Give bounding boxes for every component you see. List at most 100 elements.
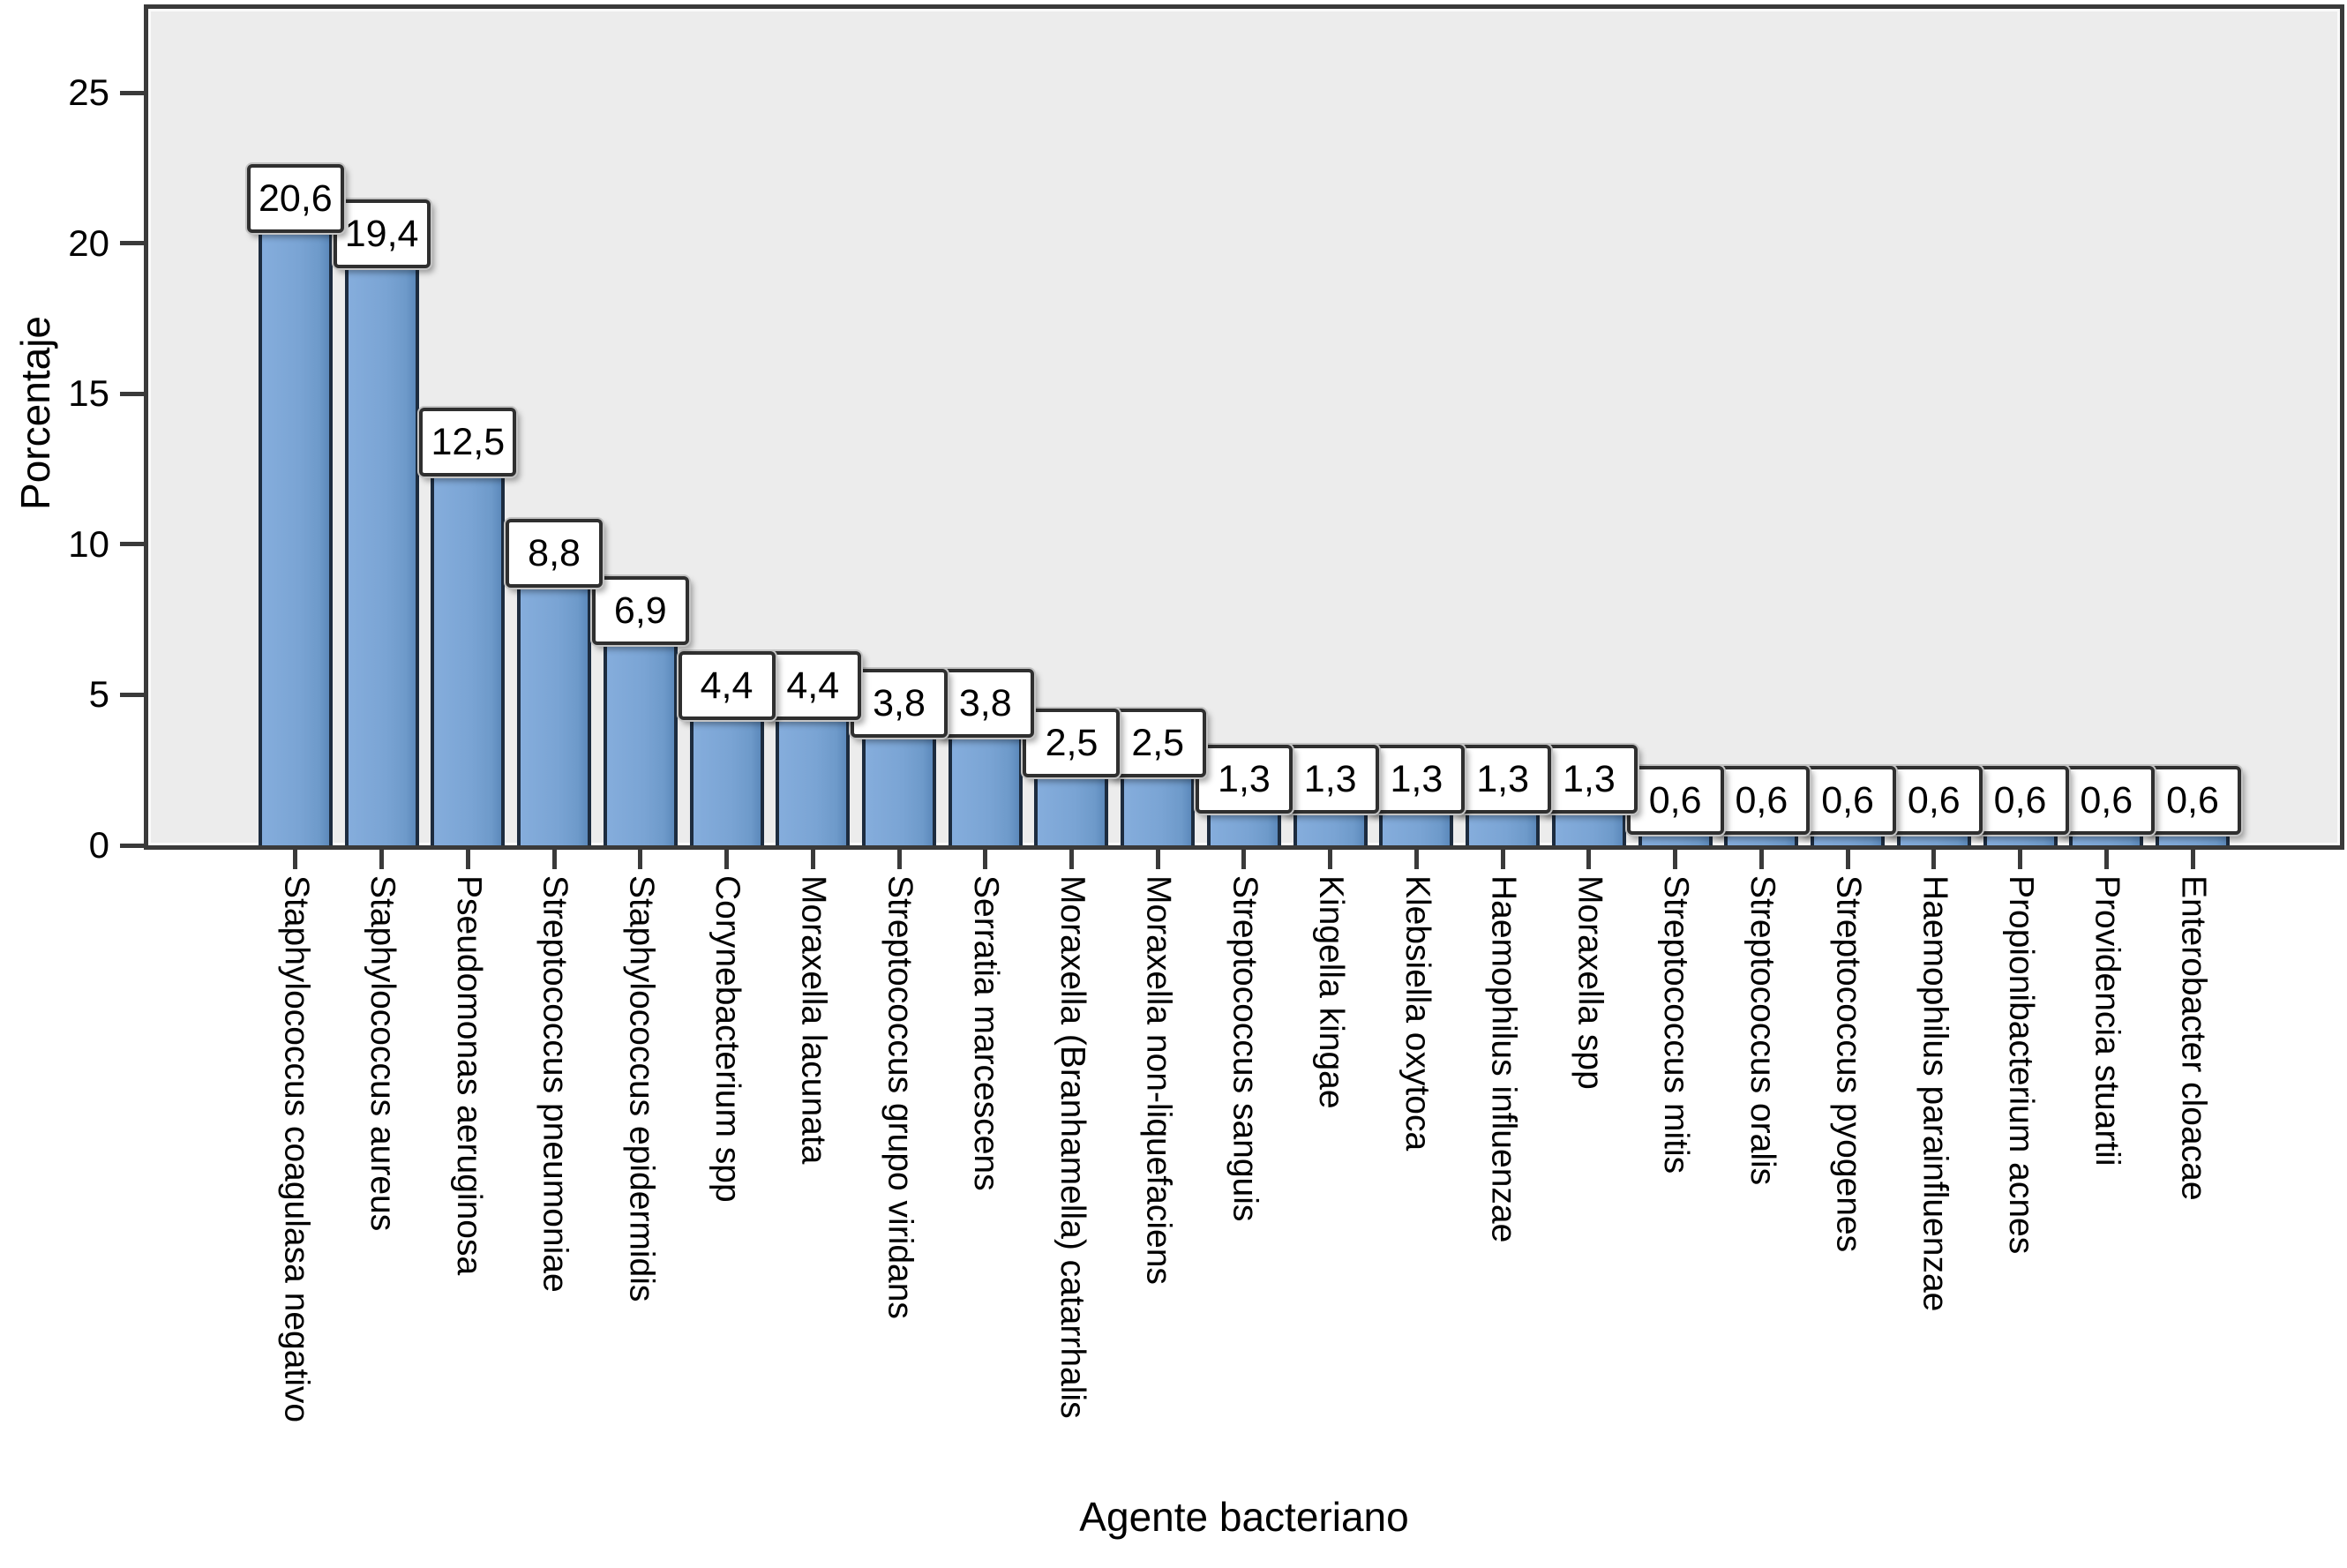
y-tick — [120, 542, 148, 547]
x-category-label: Staphylococcus coagulasa negativo — [277, 875, 316, 1423]
bar-slot: 12,5 — [419, 9, 517, 845]
x-category-label: Kingella kingae — [1312, 875, 1351, 1109]
x-tick-slot — [1546, 850, 1632, 871]
x-tick — [2103, 850, 2109, 869]
bar-slot: 2,5 — [1023, 9, 1121, 845]
x-tick — [810, 850, 815, 869]
bar-value-label: 1,3 — [1281, 744, 1379, 814]
x-tick-slot — [1114, 850, 1201, 871]
bar-slot: 0,6 — [1971, 9, 2069, 845]
x-tick — [1758, 850, 1764, 869]
x-tick-slot — [1891, 850, 1977, 871]
bar-slot: 1,3 — [1195, 9, 1293, 845]
y-tick-label: 15 — [68, 372, 109, 415]
x-category-label: Serratia marcescens — [967, 875, 1006, 1191]
x-axis-title: Agente bacteriano — [1079, 1494, 1409, 1540]
x-tick — [379, 850, 385, 869]
bar — [776, 712, 851, 845]
y-tick — [120, 843, 148, 848]
bar — [689, 712, 764, 845]
x-category-label: Streptococcus grupo viridans — [881, 875, 919, 1319]
bar-value-label: 8,8 — [506, 518, 604, 588]
x-tick-slot — [2149, 850, 2236, 871]
bar-slot: 0,6 — [1626, 9, 1724, 845]
bar-value-label: 19,4 — [333, 199, 431, 269]
bar-slot: 6,9 — [591, 9, 689, 845]
x-label-slot: Klebsiella oxytoca — [1374, 875, 1460, 1467]
bar — [258, 225, 333, 845]
y-axis-title: Porcentaje — [12, 316, 58, 510]
x-label-slot: Providencia stuartii — [2063, 875, 2149, 1467]
x-category-label: Enterobacter cloacae — [2174, 875, 2213, 1201]
x-tick-slot — [252, 850, 339, 871]
x-tick-slot — [1804, 850, 1891, 871]
x-label-slot: Staphylococcus aureus — [339, 875, 425, 1467]
bar-value-label: 2,5 — [1109, 708, 1207, 777]
x-label-slot: Serratia marcescens — [942, 875, 1029, 1467]
bar-value-label: 4,4 — [764, 650, 862, 720]
bar-slot: 1,3 — [1368, 9, 1466, 845]
bar-value-label: 0,6 — [1799, 765, 1897, 835]
x-tick — [1931, 850, 1937, 869]
x-label-slot: Streptococcus mitis — [1632, 875, 1719, 1467]
x-category-label: Streptococcus sanguis — [1226, 875, 1264, 1222]
x-tick — [983, 850, 988, 869]
bar — [862, 731, 936, 845]
bar-value-label: 12,5 — [419, 407, 517, 476]
bar — [603, 637, 678, 845]
bar-value-label: 1,3 — [1368, 744, 1466, 814]
bar-value-label: 1,3 — [1454, 744, 1552, 814]
bar — [344, 261, 419, 845]
bar-value-label: 1,3 — [1540, 744, 1638, 814]
x-tick — [293, 850, 298, 869]
x-tick-slot — [1718, 850, 1804, 871]
x-category-label: Propionibacterium acnes — [2002, 875, 2040, 1255]
bar-slot: 4,4 — [764, 9, 862, 845]
x-category-label: Haemophilus parainfluenzae — [1916, 875, 1954, 1312]
y-tick — [120, 692, 148, 697]
bar — [1121, 769, 1196, 845]
x-category-label: Klebsiella oxytoca — [1398, 875, 1436, 1152]
y-tick-label: 25 — [68, 71, 109, 114]
bar-slot: 19,4 — [333, 9, 431, 845]
x-label-slot: Pseudomonas aeruginosa — [424, 875, 511, 1467]
y-axis: 0 5 10 15 20 25 — [0, 9, 148, 866]
x-tick — [896, 850, 902, 869]
bar-value-label: 0,6 — [1971, 765, 2069, 835]
y-tick — [120, 391, 148, 396]
x-tick — [1413, 850, 1419, 869]
y-tick-label: 20 — [68, 221, 109, 264]
x-category-label: Providencia stuartii — [2088, 875, 2126, 1167]
bar-slot: 0,6 — [1713, 9, 1811, 845]
x-tick — [1500, 850, 1505, 869]
bar-value-label: 0,6 — [1713, 765, 1811, 835]
x-category-label: Moraxella spp — [1571, 875, 1609, 1090]
x-category-label: Moraxella non-liquefaciens — [1139, 875, 1178, 1285]
x-label-slot: Haemophilus parainfluenzae — [1891, 875, 1977, 1467]
bar-slot: 1,3 — [1454, 9, 1552, 845]
x-tick-slot — [1977, 850, 2064, 871]
bar-value-label: 3,8 — [851, 669, 948, 739]
bar-value-label: 0,6 — [1626, 765, 1724, 835]
x-tick-slot — [1287, 850, 1374, 871]
x-tick-slot — [942, 850, 1029, 871]
x-tick-slot — [1201, 850, 1287, 871]
bar-slot: 0,6 — [2144, 9, 2242, 845]
bar-value-label: 6,9 — [591, 575, 689, 645]
bar-value-label: 0,6 — [2058, 765, 2156, 835]
x-tick — [1241, 850, 1247, 869]
bar-slot: 1,3 — [1540, 9, 1638, 845]
bar-slot: 0,6 — [1885, 9, 1983, 845]
x-category-label: Staphylococcus aureus — [364, 875, 402, 1232]
x-tick-slot — [856, 850, 942, 871]
x-tick-slot — [1459, 850, 1546, 871]
x-label-slot: Haemophilus influenzae — [1459, 875, 1546, 1467]
x-tick-slot — [597, 850, 684, 871]
x-tick — [1155, 850, 1160, 869]
bar-slot: 8,8 — [506, 9, 604, 845]
bar-slot: 3,8 — [851, 9, 948, 845]
x-tick-slot — [2063, 850, 2149, 871]
x-tick-slot — [769, 850, 856, 871]
x-label-slot: Staphylococcus epidermidis — [597, 875, 684, 1467]
